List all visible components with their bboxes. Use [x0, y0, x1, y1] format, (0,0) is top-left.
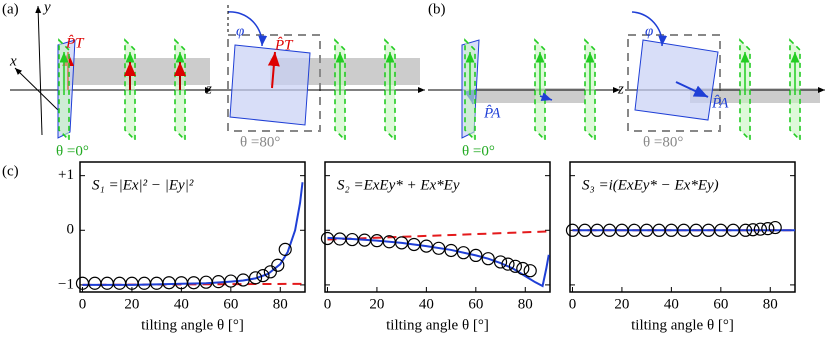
x-tick-label: 0	[569, 296, 577, 312]
series-line	[82, 182, 304, 286]
axis-label: z	[617, 81, 624, 97]
plot-frame	[79, 161, 306, 293]
diagram-a: (a) y x P̂T θ =0°	[2, 0, 212, 159]
data-point	[100, 276, 114, 290]
chart-title: S₃ =i(ExEy* − Ex*Ey)	[582, 177, 719, 193]
label: θ =80°	[240, 134, 280, 150]
x-tick-label: 40	[174, 296, 189, 312]
data-point	[469, 248, 483, 263]
plot-frame	[324, 161, 551, 293]
data-point	[236, 273, 250, 287]
chart-title: S₂ =ExEy* + Ex*Ey	[337, 177, 460, 193]
x-axis-label: tilting angle θ [°]	[631, 317, 734, 333]
diagram-b-tilted: z φ P̂A θ =80°	[617, 11, 825, 150]
label: φ	[236, 23, 244, 39]
y-axis	[35, 5, 43, 136]
data-point	[444, 243, 458, 258]
data-point	[493, 255, 508, 269]
x-tick-label: 20	[124, 296, 139, 312]
label: P̂A	[483, 105, 501, 121]
x-tick-label: 0	[79, 296, 87, 312]
y-tick-label: −1	[58, 276, 74, 292]
data-point	[278, 242, 292, 256]
axis-label: x	[9, 53, 17, 69]
data-point	[456, 246, 471, 260]
label: θ =80°	[643, 134, 683, 150]
x-tick-label: 40	[664, 296, 679, 312]
arrow	[539, 92, 553, 101]
arrow	[675, 81, 709, 98]
label: P̂A	[711, 95, 729, 111]
x-axis-label: tilting angle θ [°]	[141, 317, 244, 333]
frame	[627, 34, 721, 132]
plot-frame	[569, 161, 796, 293]
data-point	[256, 269, 270, 283]
data-point	[768, 220, 782, 235]
beam	[62, 58, 210, 85]
x-axis	[14, 67, 59, 111]
chart-title: S₁ =|Ex|² − |Ey|²	[92, 177, 194, 193]
data-point	[271, 258, 285, 272]
x-tick-label: 80	[763, 296, 778, 312]
data-point	[112, 276, 127, 290]
arrow	[267, 51, 280, 89]
label: P̂T	[274, 37, 294, 53]
panel-label: (b)	[428, 1, 446, 17]
label: θ =0°	[462, 143, 495, 159]
x-tick-label: 60	[713, 296, 728, 312]
panel-label: (c)	[2, 163, 19, 179]
diagram-a-tilted: z φ P̂T θ =80°	[205, 5, 425, 150]
angle-arc	[227, 11, 268, 47]
data-point	[761, 222, 775, 236]
series-line	[327, 236, 550, 288]
beam	[690, 88, 820, 103]
data-point	[738, 223, 753, 237]
data-point	[516, 261, 530, 276]
data-point	[137, 276, 151, 290]
x-tick-label: 80	[518, 296, 533, 312]
polarizer	[634, 39, 719, 121]
y-tick-label: 0	[67, 222, 75, 238]
label: θ =0°	[56, 143, 89, 159]
data-point	[88, 276, 102, 290]
frame	[227, 34, 321, 132]
panel-label: (a)	[2, 1, 19, 17]
beam	[470, 88, 585, 103]
label: P̂T	[65, 35, 85, 51]
data-point	[523, 264, 537, 278]
diagram-b: (b) P̂A θ =0°	[428, 1, 620, 159]
data-point	[162, 276, 176, 290]
x-tick-label: 0	[324, 296, 332, 312]
x-tick-label: 80	[273, 296, 288, 312]
x-tick-label: 60	[468, 296, 483, 312]
series-line	[327, 230, 551, 241]
data-point	[419, 239, 433, 253]
x-tick-label: 20	[369, 296, 384, 312]
data-point	[248, 271, 263, 285]
data-point	[501, 257, 515, 271]
x-tick-label: 60	[223, 296, 238, 312]
x-axis-label: tilting angle θ [°]	[386, 317, 489, 333]
polarizer	[229, 44, 311, 126]
data-point	[753, 222, 767, 236]
data-point	[481, 252, 495, 266]
y-tick-label: +1	[58, 167, 74, 183]
label: φ	[645, 23, 653, 39]
data-point	[746, 223, 760, 237]
angle-arc	[631, 11, 668, 47]
x-tick-label: 40	[419, 296, 434, 312]
data-point	[263, 265, 277, 279]
axis-label: z	[205, 81, 212, 97]
data-point	[432, 241, 446, 255]
x-tick-label: 20	[614, 296, 629, 312]
data-point	[508, 259, 522, 273]
axis-label: y	[42, 0, 51, 15]
